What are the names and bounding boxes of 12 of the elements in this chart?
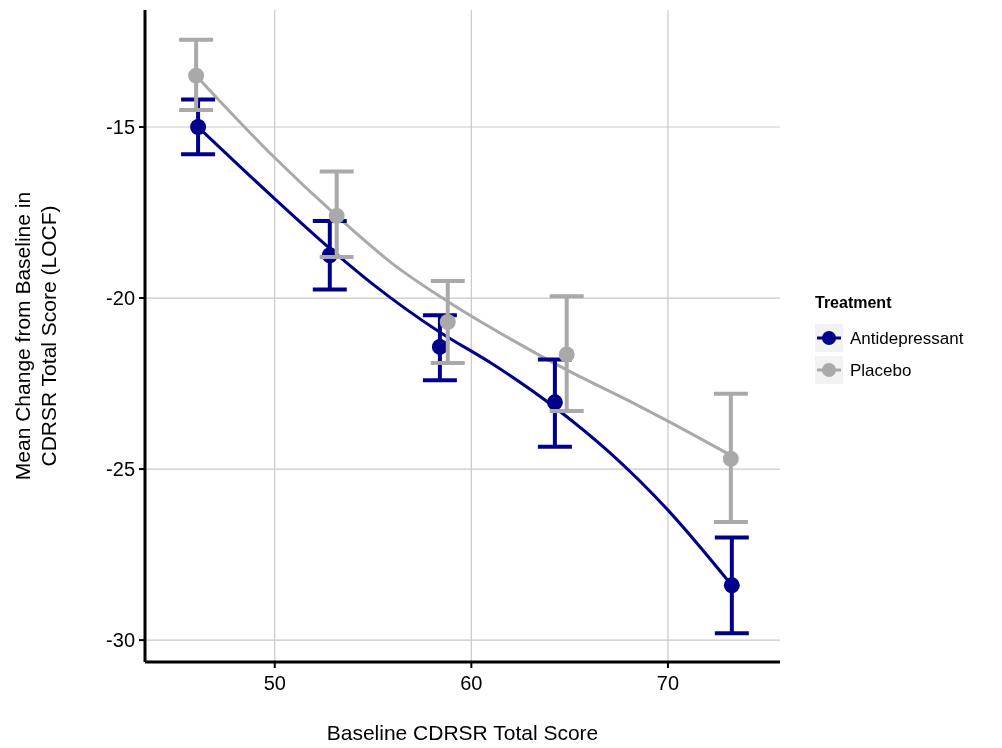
legend-title: Treatment (815, 294, 893, 311)
x-axis-title: Baseline CDRSR Total Score (326, 721, 599, 744)
x-tick-label: 60 (460, 672, 483, 694)
legend-label: Antidepressant (850, 329, 964, 348)
x-tick-label: 50 (263, 672, 286, 694)
legend-label: Placebo (850, 361, 912, 380)
y-tick-label: -30 (106, 629, 135, 652)
y-tick-label: -20 (106, 287, 135, 310)
y-tick-label: -25 (106, 458, 135, 481)
y-tick-label: -15 (106, 115, 135, 138)
x-tick-label: 70 (656, 672, 680, 694)
y-axis-title: Mean Change from Baseline in CDRSR Total Score (LOCF) (11, 191, 60, 481)
